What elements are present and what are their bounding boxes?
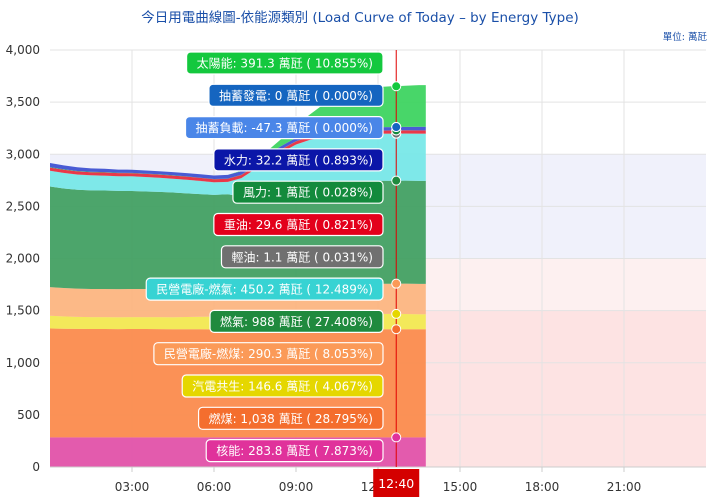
tooltip-label: 抽蓄發電: 0 萬瓩 ( 0.000%)	[219, 88, 373, 103]
x-tick-label: 15:00	[443, 480, 478, 494]
tooltips: 太陽能: 391.3 萬瓩 ( 10.855%) 抽蓄發電: 0 萬瓩 ( 0.0…	[145, 51, 384, 463]
y-tick-label: 0	[32, 460, 40, 474]
tooltip-label: 民營電廠-燃煤: 290.3 萬瓩 ( 8.053%)	[164, 346, 373, 361]
y-tick-label: 1,000	[6, 356, 40, 370]
tooltip-row: 民營電廠-燃煤: 290.3 萬瓩 ( 8.053%)	[153, 342, 384, 366]
tooltip-label: 抽蓄負載: -47.3 萬瓩 ( 0.000%)	[196, 121, 373, 135]
tooltip-box	[213, 148, 384, 172]
tooltip-row: 核能: 283.8 萬瓩 ( 7.873%)	[205, 439, 384, 463]
cursor: 12:40	[373, 50, 420, 497]
tooltip-box	[185, 51, 384, 75]
tooltip-box	[232, 180, 384, 204]
tooltip-row: 水力: 32.2 萬瓩 ( 0.893%)	[213, 148, 384, 172]
tooltip-label: 燃氣: 988 萬瓩 ( 27.408%)	[220, 314, 373, 329]
y-tick-label: 3,500	[6, 95, 40, 109]
tooltip-box	[213, 212, 384, 237]
tooltip-label: 重油: 29.6 萬瓩 ( 0.821%)	[224, 218, 373, 232]
x-tick-label: 18:00	[525, 480, 560, 494]
cursor-marker	[391, 432, 402, 443]
tooltip-row: 抽蓄負載: -47.3 萬瓩 ( 0.000%)	[184, 115, 384, 140]
tooltip-row: 燃煤: 1,038 萬瓩 ( 28.795%)	[197, 406, 384, 430]
chart-title: 今日用電曲線圖-依能源類別 (Load Curve of Today – by …	[141, 10, 579, 26]
cursor-marker	[391, 81, 402, 92]
tooltip-label: 汽電共生: 146.6 萬瓩 ( 4.067%)	[192, 379, 373, 394]
cursor-marker	[391, 122, 402, 133]
tooltip-box	[209, 309, 384, 333]
tooltip-box	[145, 277, 384, 301]
tooltip-row: 抽蓄發電: 0 萬瓩 ( 0.000%)	[208, 83, 384, 107]
tooltip-box	[208, 83, 384, 107]
tooltip-row: 風力: 1 萬瓩 ( 0.028%)	[232, 180, 384, 204]
cursor-marker	[391, 278, 402, 289]
tooltip-box	[205, 439, 384, 463]
y-tick-label: 4,000	[6, 43, 40, 57]
tooltip-label: 水力: 32.2 萬瓩 ( 0.893%)	[224, 153, 373, 167]
unit-label: 單位: 萬瓩	[663, 31, 708, 43]
tooltip-label: 輕油: 1.1 萬瓩 ( 0.031%)	[231, 250, 373, 264]
x-tick-label: 06:00	[197, 480, 232, 494]
tooltip-label: 民營電廠-燃氣: 450.2 萬瓩 ( 12.489%)	[156, 282, 373, 297]
y-tick-label: 2,000	[6, 252, 40, 266]
tooltip-box	[153, 342, 384, 366]
axes: 0 500 1,000 1,500 2,000 2,500 3,000 3,500 4,000 0…	[6, 43, 706, 494]
tooltip-row: 輕油: 1.1 萬瓩 ( 0.031%)	[220, 245, 384, 269]
y-tick-label: 1,500	[6, 304, 40, 318]
tooltip-row: 重油: 29.6 萬瓩 ( 0.821%)	[213, 212, 384, 237]
tooltip-box	[184, 115, 384, 140]
tooltip-box	[181, 374, 384, 398]
x-tick-label: 09:00	[279, 480, 314, 494]
y-tick-label: 500	[17, 408, 40, 422]
cursor-marker	[391, 175, 402, 186]
tooltip-row: 汽電共生: 146.6 萬瓩 ( 4.067%)	[181, 374, 384, 398]
cursor-time-box	[373, 469, 420, 497]
tooltip-box	[197, 406, 384, 430]
tooltip-label: 太陽能: 391.3 萬瓩 ( 10.855%)	[197, 56, 373, 71]
tooltip-label: 核能: 283.8 萬瓩 ( 7.873%)	[216, 444, 373, 458]
tooltip-box	[220, 245, 384, 269]
area-series-12	[50, 85, 426, 176]
tooltip-label: 燃煤: 1,038 萬瓩 ( 28.795%)	[209, 411, 373, 426]
cursor-time-label: 12:40	[378, 476, 414, 491]
tooltip-row: 民營電廠-燃氣: 450.2 萬瓩 ( 12.489%)	[145, 277, 384, 301]
cursor-marker	[391, 324, 402, 335]
y-tick-label: 3,000	[6, 147, 40, 161]
tooltip-row: 燃氣: 988 萬瓩 ( 27.408%)	[209, 309, 384, 333]
x-tick-label: 21:00	[607, 480, 642, 494]
y-tick-label: 2,500	[6, 199, 40, 213]
cursor-marker	[391, 308, 402, 319]
tooltip-label: 風力: 1 萬瓩 ( 0.028%)	[243, 186, 373, 200]
x-tick-label: 03:00	[115, 480, 150, 494]
tooltip-row: 太陽能: 391.3 萬瓩 ( 10.855%)	[185, 51, 384, 75]
